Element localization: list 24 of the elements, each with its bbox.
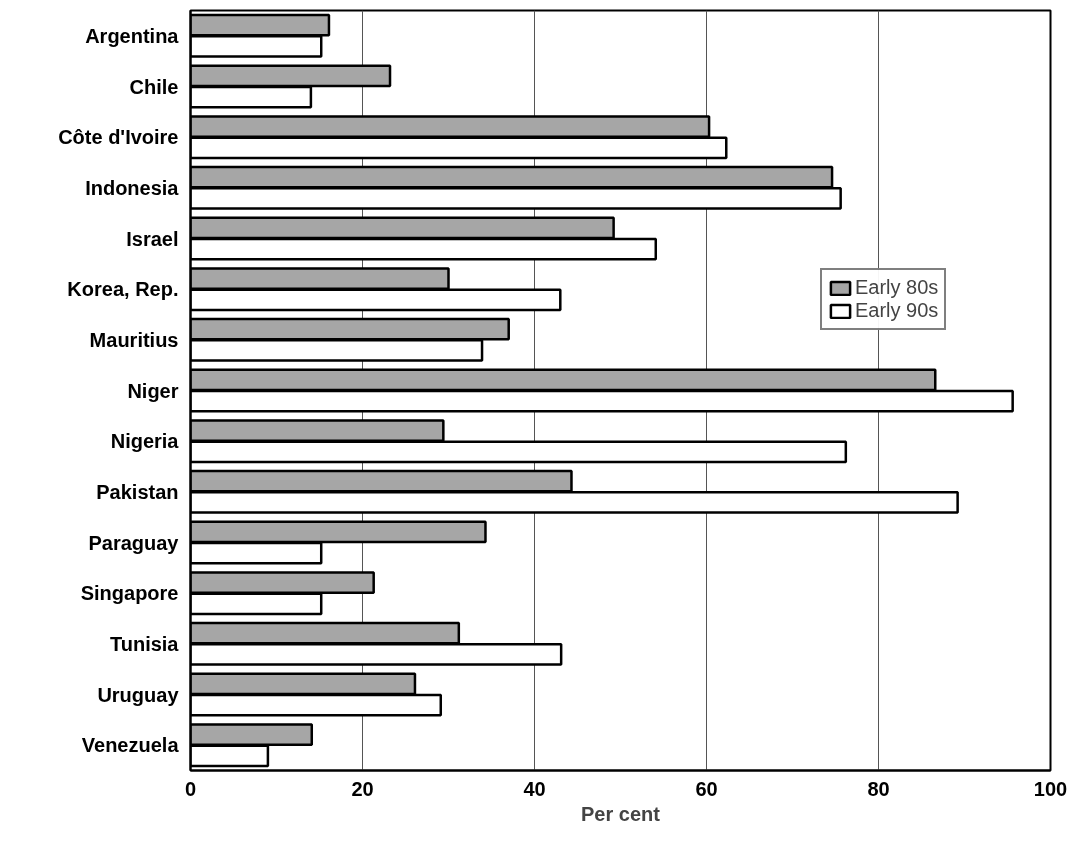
y-tick-label: Uruguay (97, 683, 180, 706)
x-tick-label: 100 (1033, 777, 1068, 800)
x-axis-title: Per cent (581, 802, 661, 825)
y-tick-label: Korea, Rep. (67, 278, 179, 301)
x-tick-label: 20 (351, 777, 374, 800)
y-tick-label: Nigeria (110, 430, 180, 453)
y-tick-label: Mauritius (89, 328, 179, 351)
y-tick-label: Israel (126, 227, 179, 250)
y-tick-label: Indonesia (85, 176, 180, 199)
x-tick-label: 80 (867, 777, 890, 800)
y-tick-label: Niger (127, 379, 179, 402)
x-tick-label: 60 (695, 777, 718, 800)
legend-label: Early 90s (855, 299, 939, 322)
x-tick-label: 0 (184, 777, 197, 800)
y-tick-label: Paraguay (88, 531, 180, 554)
x-tick-label: 40 (523, 777, 546, 800)
y-tick-label: Côte d'Ivoire (58, 126, 179, 149)
legend-label: Early 80s (855, 276, 939, 299)
y-tick-label: Venezuela (81, 734, 180, 757)
y-tick-label: Tunisia (109, 632, 180, 655)
y-tick-label: Chile (129, 75, 179, 98)
y-tick-label: Pakistan (96, 480, 179, 503)
y-tick-label: Argentina (85, 24, 180, 47)
y-tick-label: Singapore (80, 582, 179, 605)
